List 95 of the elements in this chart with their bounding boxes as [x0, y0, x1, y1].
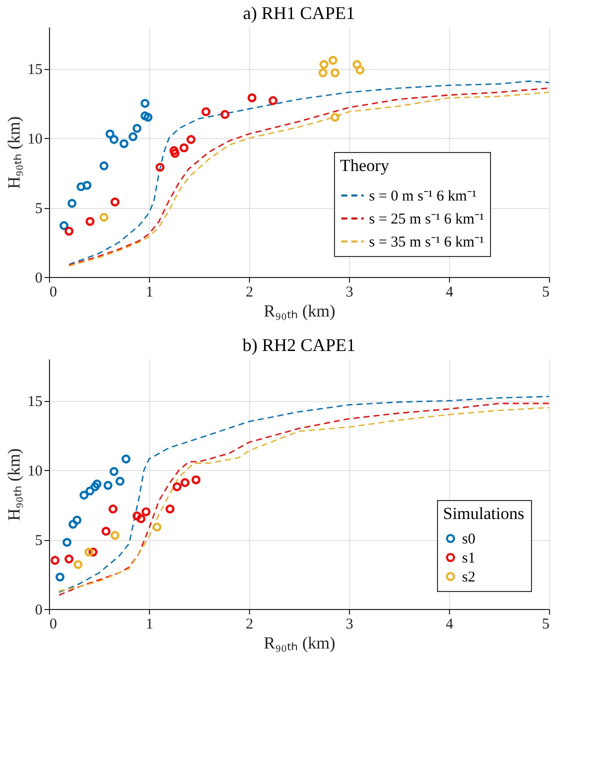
point [122, 454, 130, 464]
point [132, 511, 142, 520]
point [136, 514, 146, 524]
x-tick-label: 2 [246, 616, 254, 632]
x-tick-label: 4 [446, 616, 454, 632]
point [156, 162, 164, 172]
y-tick-label: 0 [35, 602, 42, 618]
x-tick-label: 3 [346, 616, 354, 632]
point [172, 482, 182, 492]
point [180, 478, 190, 488]
point [180, 143, 188, 152]
point [132, 124, 142, 133]
point [166, 504, 174, 514]
point [64, 226, 74, 236]
point [90, 482, 100, 492]
point [192, 475, 200, 484]
x-tick-label: 2 [246, 284, 254, 300]
point [74, 560, 82, 570]
x-axis-title: R₉₀ₜₕ (km) [264, 634, 336, 652]
point [330, 112, 340, 122]
point [320, 60, 328, 69]
point [50, 556, 60, 565]
point [110, 135, 118, 144]
point [80, 490, 88, 500]
point [108, 504, 118, 514]
y-tick-label: 15 [28, 394, 42, 410]
point [128, 132, 138, 142]
point [100, 212, 108, 222]
legend-label: s0 [462, 532, 476, 548]
point [140, 111, 150, 120]
y-tick-label: 5 [35, 533, 42, 550]
point [140, 98, 150, 108]
y-axis-title: H₉₀ₜₕ (km) [4, 448, 24, 521]
legend-label: s = 25 m s⁻¹ 6 km⁻¹ [369, 212, 484, 228]
y-tick-label: 10 [28, 132, 42, 148]
point [352, 60, 362, 69]
point [56, 572, 64, 582]
point [92, 480, 102, 488]
point [110, 198, 120, 206]
point [328, 56, 338, 65]
y-tick-label: 10 [28, 464, 42, 480]
point [102, 526, 110, 536]
point [104, 480, 112, 490]
y-tick-label: 5 [35, 201, 42, 218]
point [186, 135, 196, 144]
point [220, 110, 230, 119]
point [330, 68, 340, 78]
x-tick-label: 1 [146, 284, 154, 300]
x-tick-label: 0 [50, 284, 57, 300]
y-tick-label: 15 [28, 62, 42, 78]
point [86, 216, 94, 226]
point [356, 66, 364, 75]
point [142, 507, 150, 516]
point [318, 68, 328, 78]
legend-label: s1 [462, 550, 476, 566]
point [62, 538, 72, 547]
x-tick-label: 3 [346, 284, 354, 300]
point [170, 146, 178, 156]
legend-label: s = 0 m s⁻¹ 6 km⁻¹ [369, 188, 476, 204]
point [116, 476, 124, 486]
point [170, 148, 180, 158]
point [76, 182, 86, 192]
legend-title: Theory [340, 156, 390, 175]
point [152, 522, 162, 532]
y-axis-title: H₉₀ₜₕ (km) [4, 116, 24, 189]
chart-title: a) RH1 CAPE1 [243, 3, 355, 23]
point [68, 198, 76, 208]
chart-title: b) RH2 CAPE1 [242, 335, 356, 355]
point [110, 530, 120, 540]
x-tick-label: 5 [542, 284, 550, 300]
point [110, 467, 118, 476]
point [202, 107, 210, 116]
point [86, 486, 94, 496]
y-tick-label: 0 [35, 270, 42, 286]
point [106, 129, 114, 138]
point [120, 139, 128, 148]
point [268, 96, 278, 106]
point [100, 161, 108, 170]
x-axis-title: R₉₀ₜₕ (km) [264, 302, 336, 320]
x-tick-label: 4 [446, 284, 454, 300]
point [144, 112, 152, 122]
x-tick-label: 1 [146, 616, 154, 632]
point [82, 180, 92, 190]
point [72, 516, 82, 525]
point [64, 554, 74, 564]
legend-title: Simulations [443, 504, 524, 523]
legend-label: s2 [462, 570, 476, 586]
legend-label: s = 35 m s⁻¹ 6 km⁻¹ [369, 234, 484, 250]
point [84, 548, 94, 557]
point [60, 221, 68, 230]
x-tick-label: 5 [542, 616, 550, 632]
point [248, 93, 256, 102]
point [88, 548, 98, 557]
x-tick-label: 0 [50, 616, 57, 632]
point [68, 520, 78, 529]
